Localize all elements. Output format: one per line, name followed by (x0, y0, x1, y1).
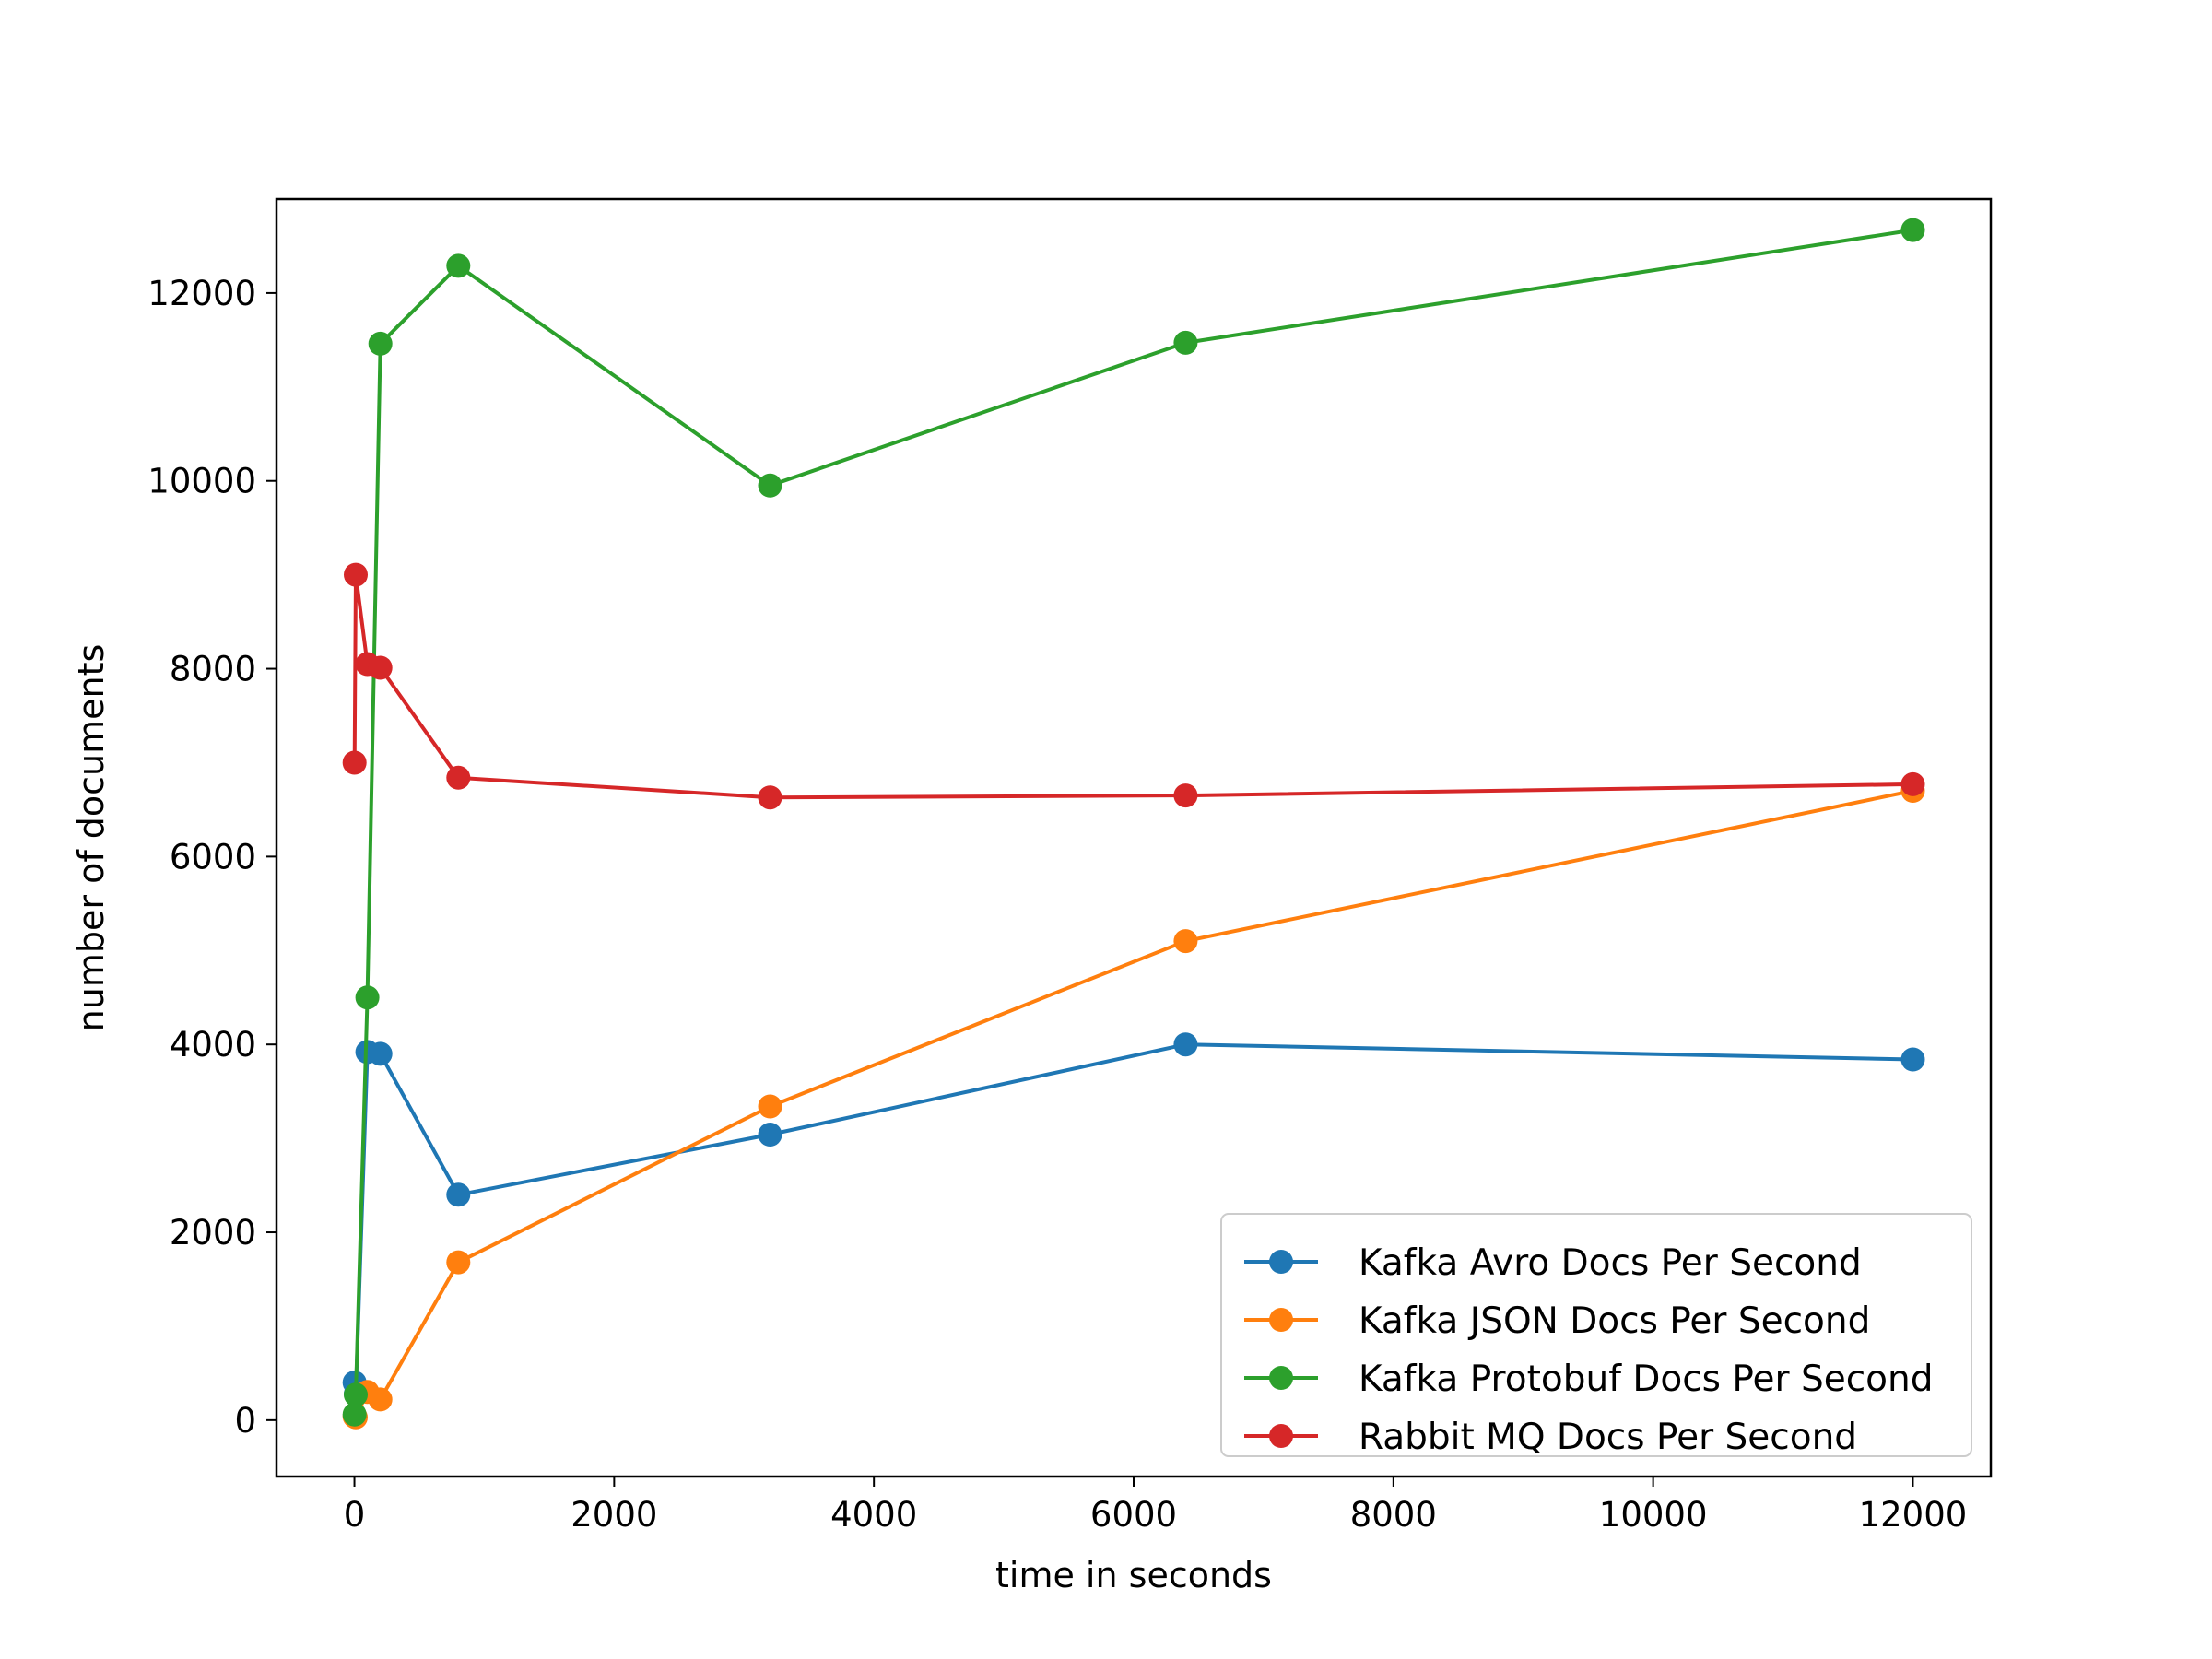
data-point (446, 1182, 471, 1207)
data-point (368, 1387, 393, 1412)
y-tick-label: 4000 (170, 1025, 256, 1065)
legend-label: Rabbit MQ Docs Per Second (1359, 1417, 1857, 1458)
data-point (1173, 330, 1198, 355)
series-line (352, 228, 1913, 1415)
y-tick-label: 2000 (170, 1213, 256, 1253)
data-point (1900, 771, 1925, 796)
legend-box (1220, 1213, 1972, 1457)
legend-marker (1269, 1366, 1293, 1390)
x-tick-label: 10000 (1599, 1495, 1708, 1535)
x-axis-label: time in seconds (995, 1555, 1272, 1595)
y-axis-label: number of documents (71, 644, 112, 1032)
data-point (1173, 783, 1198, 808)
data-point (758, 473, 782, 498)
data-point (368, 1041, 393, 1066)
legend-label: Kafka Protobuf Docs Per Second (1359, 1359, 1933, 1400)
data-point (758, 1094, 782, 1119)
x-tick-label: 4000 (830, 1495, 917, 1535)
data-point (446, 1250, 471, 1275)
x-tick-label: 0 (344, 1495, 366, 1535)
data-point (368, 655, 393, 680)
data-point (1900, 218, 1925, 242)
data-point (344, 1382, 368, 1407)
data-point (758, 785, 782, 810)
y-tick-label: 10000 (147, 462, 256, 501)
data-point (1900, 1047, 1925, 1072)
y-tick-label: 0 (234, 1401, 256, 1441)
data-point (446, 765, 471, 790)
data-point (342, 750, 367, 775)
y-axis: 0 2000 4000 6000 8000 10000 12000 (147, 274, 276, 1441)
data-point (342, 1402, 367, 1427)
y-tick-label: 12000 (147, 274, 256, 313)
legend: Kafka Avro Docs Per Second Kafka JSON Doc… (1220, 1213, 1972, 1458)
legend-label: Kafka JSON Docs Per Second (1359, 1300, 1870, 1342)
series-3 (342, 218, 1925, 1427)
data-point (368, 331, 393, 356)
data-point (446, 253, 471, 278)
data-point (1173, 1032, 1198, 1057)
series-layer (342, 218, 1925, 1430)
data-point (1173, 929, 1198, 954)
x-tick-label: 8000 (1350, 1495, 1437, 1535)
legend-marker (1269, 1250, 1293, 1274)
x-tick-label: 6000 (1090, 1495, 1177, 1535)
legend-marker (1269, 1308, 1293, 1332)
data-point (344, 562, 368, 587)
data-point (355, 985, 380, 1010)
legend-label: Kafka Avro Docs Per Second (1359, 1242, 1862, 1284)
data-point (758, 1123, 782, 1147)
x-tick-label: 2000 (571, 1495, 657, 1535)
legend-marker (1269, 1424, 1293, 1448)
y-tick-label: 8000 (170, 650, 256, 689)
x-axis: 0 2000 4000 6000 8000 10000 12000 (344, 1477, 1968, 1535)
series-line (352, 572, 1913, 800)
series-4 (342, 562, 1925, 810)
x-tick-label: 12000 (1859, 1495, 1968, 1535)
y-tick-label: 6000 (170, 837, 256, 877)
